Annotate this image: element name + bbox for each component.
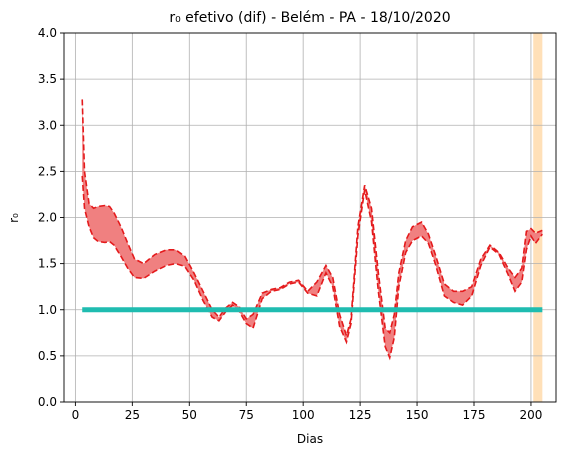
x-tick-label-0: 0 — [72, 408, 80, 422]
x-tick-label-5: 125 — [349, 408, 372, 422]
y-tick-label-0: 0.0 — [38, 395, 57, 409]
x-tick-label-3: 75 — [239, 408, 254, 422]
x-tick-label-6: 150 — [406, 408, 429, 422]
y-tick-label-4: 2.0 — [38, 211, 57, 225]
y-tick-label-8: 4.0 — [38, 26, 57, 40]
plot-area: 0 25 50 75 100 125 150 175 200 0.0 0.5 1.0 1.5 2.0 2.5… — [38, 26, 557, 422]
y-tick-label-3: 1.5 — [38, 257, 57, 271]
x-axis-label: Dias — [297, 432, 323, 446]
x-tick-label-8: 200 — [519, 408, 542, 422]
y-tick-label-2: 1.0 — [38, 303, 57, 317]
x-tick-label-2: 50 — [182, 408, 197, 422]
y-tick-label-7: 3.5 — [38, 72, 57, 86]
y-tick-label-6: 3.0 — [38, 118, 57, 132]
x-tick-label-1: 25 — [125, 408, 140, 422]
chart-title: r₀ efetivo (dif) - Belém - PA - 18/10/20… — [169, 10, 450, 26]
x-tick-label-4: 100 — [292, 408, 315, 422]
series-line-0 — [81, 99, 543, 339]
x-tick-label-7: 175 — [463, 408, 486, 422]
y-tick-label-5: 2.5 — [38, 164, 57, 178]
y-axis-label: r₀ — [7, 213, 21, 223]
y-tick-label-1: 0.5 — [38, 349, 57, 363]
uncertainty-band — [82, 99, 543, 358]
series-line-1 — [81, 175, 543, 361]
